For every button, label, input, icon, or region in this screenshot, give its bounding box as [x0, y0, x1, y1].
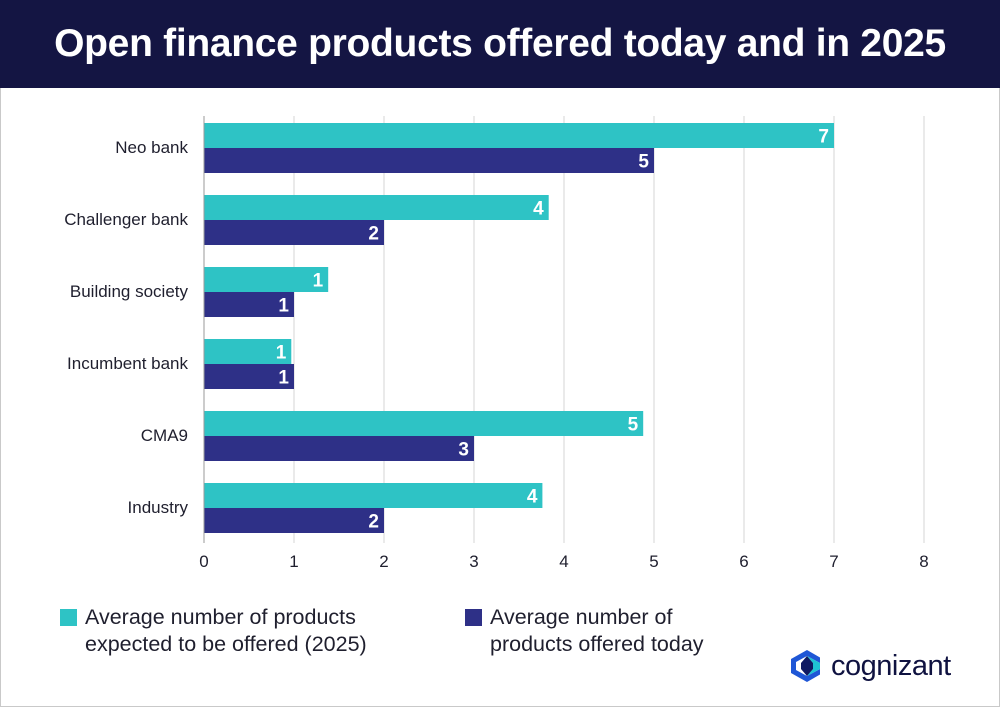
category-label: Challenger bank — [64, 210, 188, 229]
chart-title: Open finance products offered today and … — [54, 22, 946, 65]
legend-item-expected: Average number of products expected to b… — [60, 604, 415, 658]
category-label: Incumbent bank — [67, 354, 188, 373]
bar-value-label: 7 — [818, 127, 829, 148]
bar — [204, 508, 384, 533]
x-tick-label: 0 — [199, 552, 208, 571]
bar-value-label: 5 — [628, 415, 639, 436]
bar — [204, 148, 654, 173]
x-tick-label: 7 — [829, 552, 838, 571]
bar — [204, 123, 834, 148]
cognizant-logo-icon — [791, 650, 820, 682]
x-tick-label: 5 — [649, 552, 658, 571]
bar-value-label: 1 — [276, 343, 287, 364]
x-tick-label: 2 — [379, 552, 388, 571]
bar — [204, 267, 329, 292]
bar-value-label: 1 — [313, 271, 324, 292]
category-label: Industry — [128, 498, 189, 517]
title-banner: Open finance products offered today and … — [0, 0, 1000, 88]
bar-value-label: 3 — [458, 440, 469, 461]
bar — [204, 411, 644, 436]
bar-value-label: 1 — [278, 296, 289, 317]
x-tick-label: 4 — [559, 552, 568, 571]
category-label: Neo bank — [115, 138, 188, 157]
bar-value-label: 4 — [533, 199, 544, 220]
bar — [204, 220, 384, 245]
bar-value-label: 5 — [638, 152, 649, 173]
bar-value-label: 4 — [527, 487, 538, 508]
bar — [204, 436, 474, 461]
legend-label-expected: Average number of products expected to b… — [85, 605, 367, 656]
bar-value-label: 2 — [368, 512, 379, 533]
x-tick-label: 1 — [289, 552, 298, 571]
bar-value-label: 2 — [368, 224, 379, 245]
bar — [204, 195, 549, 220]
x-tick-label: 3 — [469, 552, 478, 571]
x-tick-label: 8 — [919, 552, 928, 571]
category-label: CMA9 — [141, 426, 188, 445]
brand-logo: cognizant — [789, 648, 951, 684]
bar-value-label: 1 — [278, 368, 289, 389]
bar — [204, 483, 543, 508]
bar — [204, 339, 292, 364]
bar-chart: Neo bank 7 5 Challenger bank 4 2 Building soci… — [64, 116, 929, 571]
legend-swatch-today — [465, 609, 482, 626]
bar — [204, 364, 294, 389]
legend-item-today: Average number of products offered today — [465, 604, 760, 658]
bar — [204, 292, 294, 317]
legend-swatch-expected — [60, 609, 77, 626]
legend-label-today: Average number of products offered today — [490, 605, 704, 656]
category-label: Building society — [70, 282, 189, 301]
x-tick-label: 6 — [739, 552, 748, 571]
logo-wordmark: cognizant — [831, 649, 951, 682]
